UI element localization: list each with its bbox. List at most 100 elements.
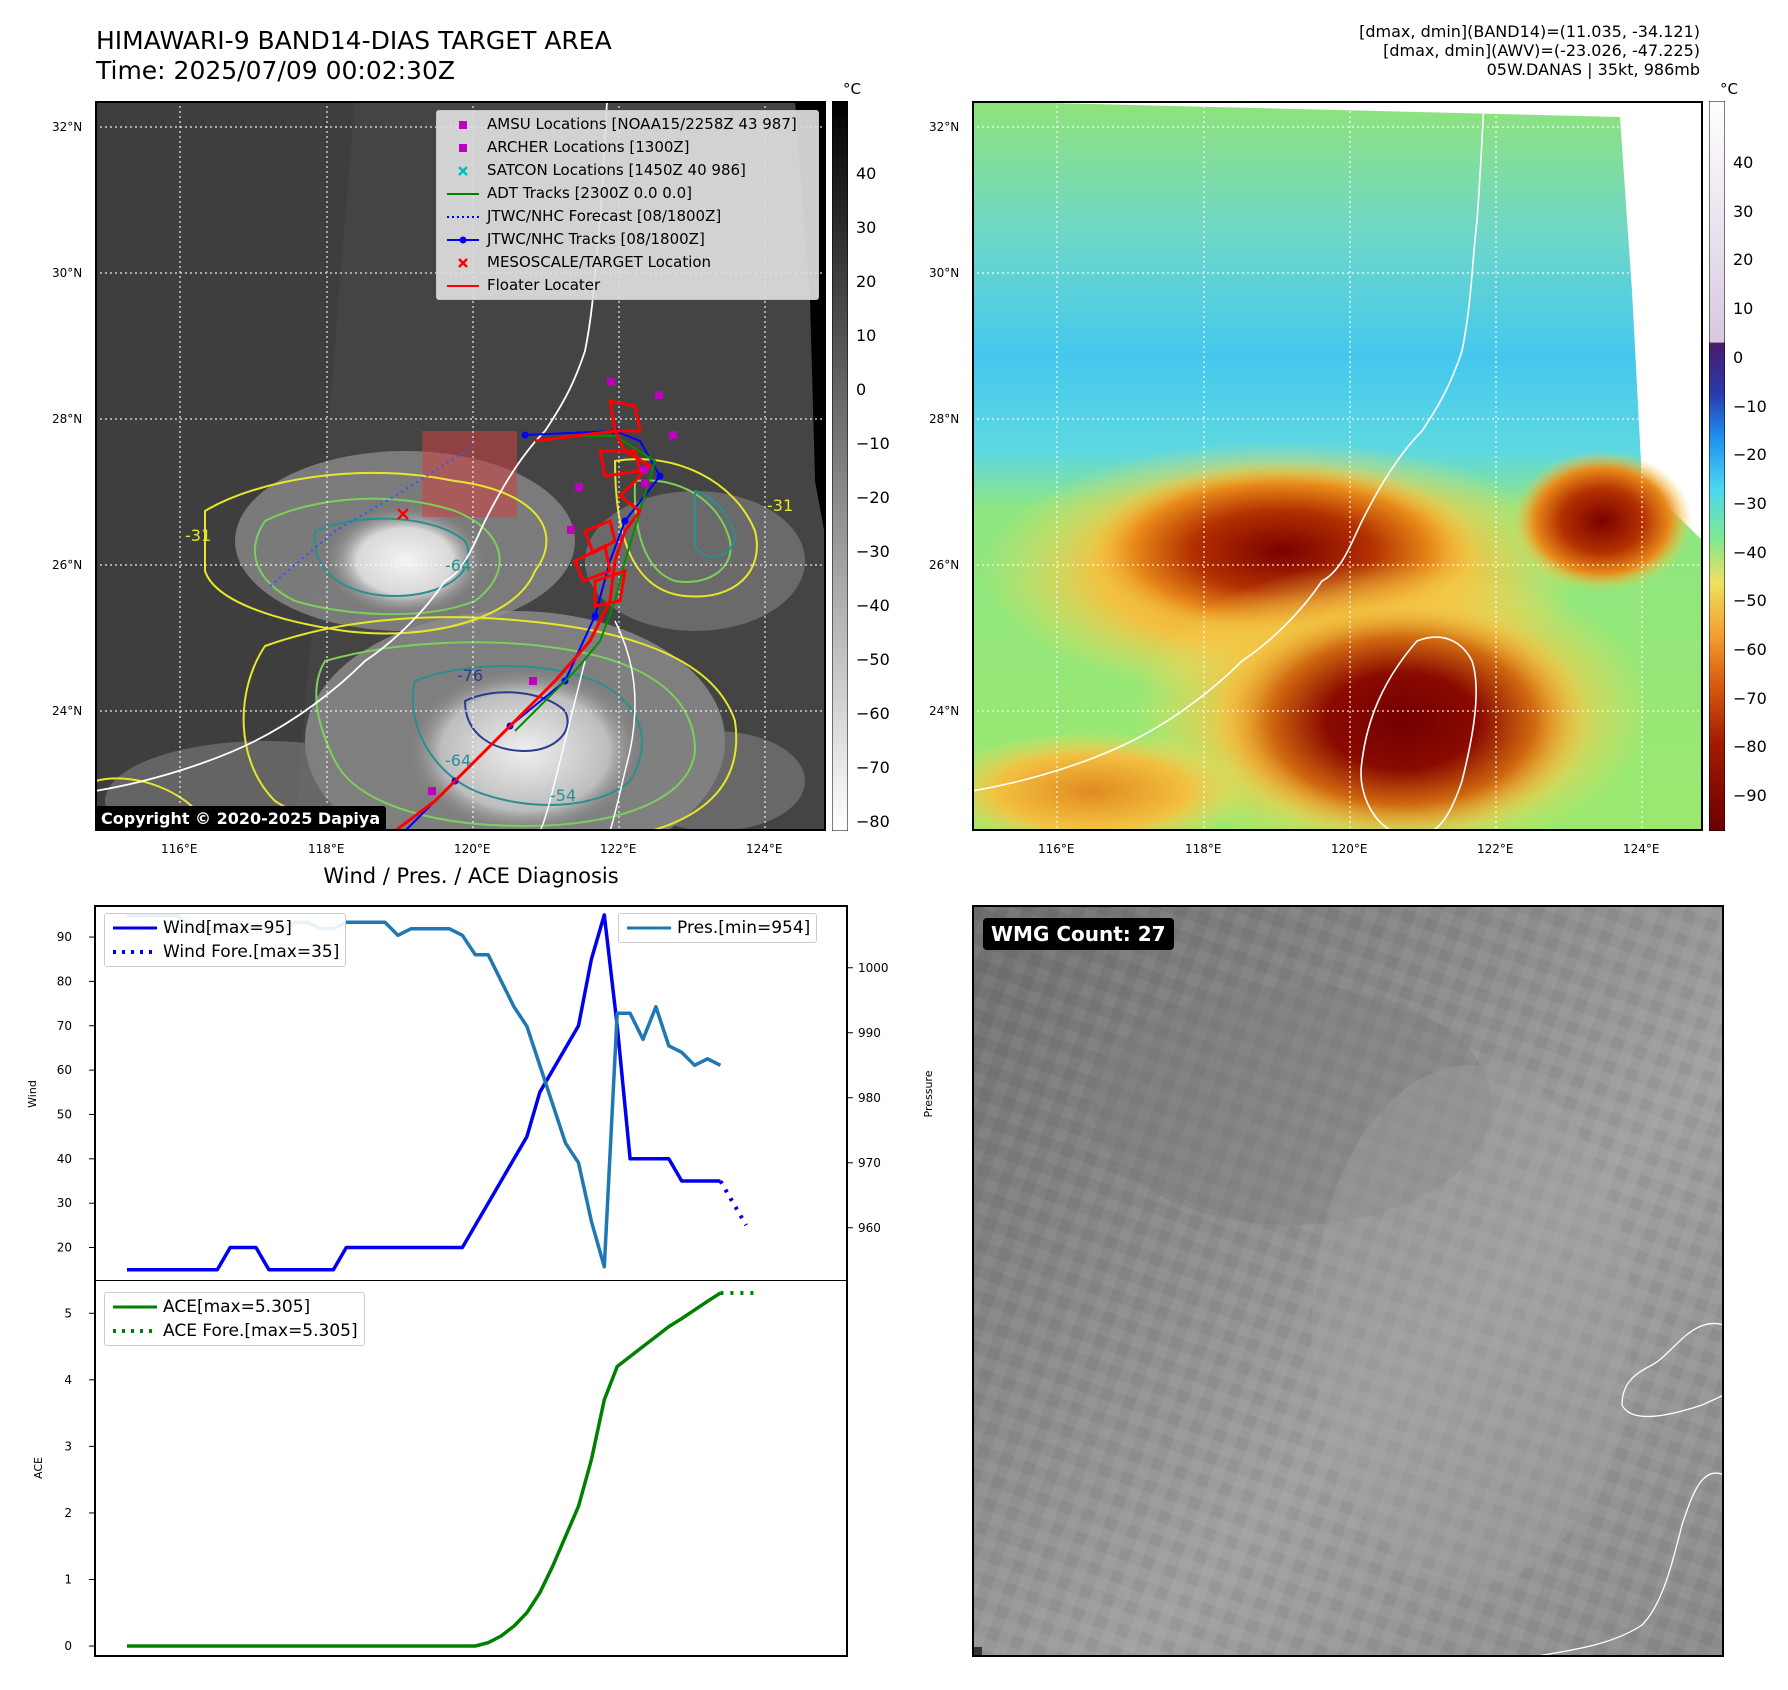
colorbar-tick: −30 xyxy=(1733,493,1767,513)
legend-item-floater: Floater Locater xyxy=(437,274,818,297)
wind-plot-frame xyxy=(94,905,848,1284)
line-icon xyxy=(113,926,157,930)
wmg-panel xyxy=(972,905,1724,1657)
ir-colorbar xyxy=(832,101,848,831)
legend-item-amsu: AMSU Locations [NOAA15/2258Z 43 987] xyxy=(437,113,818,136)
enhanced-map xyxy=(972,101,1703,831)
dotted-line-icon xyxy=(447,216,479,218)
lat-tick: 26°N xyxy=(52,558,83,572)
lon-tick: 118°E xyxy=(1185,842,1222,856)
contour-label: -31 xyxy=(767,496,793,515)
colorbar-tick: −60 xyxy=(856,704,890,723)
colorbar-tick: −20 xyxy=(1733,445,1767,465)
enhanced-colorbar xyxy=(1709,101,1725,831)
awv-range: [dmax, dmin](AWV)=(-23.026, -47.225) xyxy=(1383,41,1700,60)
enhanced-colorbar-ticks: 40 30 20 10 0 −10 −20 −30 −40 −50 −60 −7… xyxy=(1733,139,1767,821)
colorbar-tick: −50 xyxy=(856,650,890,669)
lon-tick: 122°E xyxy=(1477,842,1514,856)
ace-legend: ACE[max=5.305] ACE Fore.[max=5.305] xyxy=(104,1292,365,1346)
colorbar-tick: −40 xyxy=(856,596,890,615)
contour-label: -54 xyxy=(550,786,576,805)
colorbar-tick: 20 xyxy=(856,272,877,291)
wind-series-line xyxy=(127,913,721,1272)
wind-tick-label: 60 xyxy=(57,1063,72,1077)
lat-tick: 24°N xyxy=(52,704,83,718)
pressure-legend: Pres.[min=954] xyxy=(618,913,818,943)
ir-colorbar-ticks: 40 30 20 10 0 −10 −20 −30 −40 −50 −60 −7… xyxy=(856,147,890,849)
figure-title: HIMAWARI-9 BAND14-DIAS TARGET AREA Time:… xyxy=(96,26,612,86)
title-line-2: Time: 2025/07/09 00:02:30Z xyxy=(96,56,455,85)
line-icon xyxy=(447,285,479,287)
wind-tick-label: 50 xyxy=(57,1107,72,1121)
pressure-axis-label: Pressure xyxy=(922,1070,935,1117)
colorbar-tick: −90 xyxy=(1733,786,1767,806)
colorbar-tick: 20 xyxy=(1733,250,1754,270)
wind-tick-label: 80 xyxy=(57,974,72,988)
track-legend: AMSU Locations [NOAA15/2258Z 43 987] ARC… xyxy=(436,110,819,300)
legend-item-wind: Wind[max=95] xyxy=(111,916,339,940)
colorbar-tick: −70 xyxy=(1733,688,1767,708)
legend-item-adt: ADT Tracks [2300Z 0.0 0.0] xyxy=(437,182,818,205)
colorbar-tick: −50 xyxy=(1733,591,1767,611)
wind-pressure-chart: 20 30 40 50 60 70 80 90 960 970 980 990 1000 Wind Pr… xyxy=(26,905,935,1284)
ace-tick-label: 5 xyxy=(64,1306,72,1320)
colorbar-tick: −80 xyxy=(856,812,890,831)
legend-item-forecast: JTWC/NHC Forecast [08/1800Z] xyxy=(437,205,818,228)
pressure-tick-label: 990 xyxy=(858,1026,881,1040)
legend-item-pressure: Pres.[min=954] xyxy=(625,916,810,940)
dotted-line-icon xyxy=(113,1329,157,1333)
legend-item-satcon: SATCON Locations [1450Z 40 986] xyxy=(437,159,818,182)
legend-item-ace: ACE[max=5.305] xyxy=(111,1295,358,1319)
colorbar-tick: 10 xyxy=(856,326,877,345)
square-marker-icon xyxy=(459,121,467,129)
wind-legend: Wind[max=95] Wind Fore.[max=35] xyxy=(104,913,347,967)
ace-tick-label: 0 xyxy=(64,1639,72,1653)
colorbar-tick: 30 xyxy=(856,218,877,237)
colorbar-tick: 40 xyxy=(1733,153,1754,172)
pressure-tick-label: 970 xyxy=(858,1156,881,1170)
lon-tick: 122°E xyxy=(600,842,637,856)
ace-tick-label: 4 xyxy=(64,1373,72,1387)
x-marker-icon xyxy=(458,258,468,268)
dotted-line-icon xyxy=(113,950,157,954)
ace-axis-label: ACE xyxy=(32,1457,45,1479)
colorbar-unit: °C xyxy=(1720,80,1738,98)
colorbar-tick: −30 xyxy=(856,542,890,561)
wind-tick-label: 30 xyxy=(57,1196,72,1210)
lon-tick: 116°E xyxy=(1038,842,1075,856)
pressure-tick-label: 980 xyxy=(858,1091,881,1105)
colorbar-tick: 10 xyxy=(1733,299,1754,319)
lon-tick: 120°E xyxy=(454,842,491,856)
wmg-count-badge: WMG Count: 27 xyxy=(983,918,1174,950)
colorbar-tick: 0 xyxy=(1733,347,1744,367)
line-dot-icon xyxy=(447,236,479,244)
colorbar-tick: 40 xyxy=(856,164,877,183)
colorbar-tick: −80 xyxy=(1733,737,1767,757)
lon-tick: 124°E xyxy=(1623,842,1660,856)
lat-tick: 32°N xyxy=(929,120,960,134)
legend-item-wind-forecast: Wind Fore.[max=35] xyxy=(111,940,339,964)
contour-label: -76 xyxy=(457,666,483,685)
lat-tick: 30°N xyxy=(929,266,960,280)
wind-tick-label: 40 xyxy=(57,1152,72,1166)
contour-label: -31 xyxy=(185,526,211,545)
lon-tick: 124°E xyxy=(746,842,783,856)
lon-tick: 118°E xyxy=(308,842,345,856)
lat-tick: 26°N xyxy=(929,558,960,572)
ace-tick-label: 3 xyxy=(64,1439,72,1453)
ace-tick-label: 2 xyxy=(64,1506,72,1520)
lon-tick: 116°E xyxy=(161,842,198,856)
line-icon xyxy=(113,1305,157,1309)
colorbar-tick: −70 xyxy=(856,758,890,777)
pressure-tick-label: 1000 xyxy=(858,961,889,975)
copyright-badge: Copyright © 2020-2025 Dapiya xyxy=(95,806,387,831)
colorbar-tick: −40 xyxy=(1733,542,1767,562)
legend-item-tracks: JTWC/NHC Tracks [08/1800Z] xyxy=(437,228,818,251)
title-line-1: HIMAWARI-9 BAND14-DIAS TARGET AREA xyxy=(96,26,612,55)
lon-tick: 120°E xyxy=(1331,842,1368,856)
wind-forecast-line xyxy=(718,1179,748,1227)
wind-tick-label: 70 xyxy=(57,1019,72,1033)
band14-range: [dmax, dmin](BAND14)=(11.035, -34.121) xyxy=(1359,22,1700,41)
colorbar-tick: −10 xyxy=(1733,396,1767,416)
lat-tick: 32°N xyxy=(52,120,83,134)
